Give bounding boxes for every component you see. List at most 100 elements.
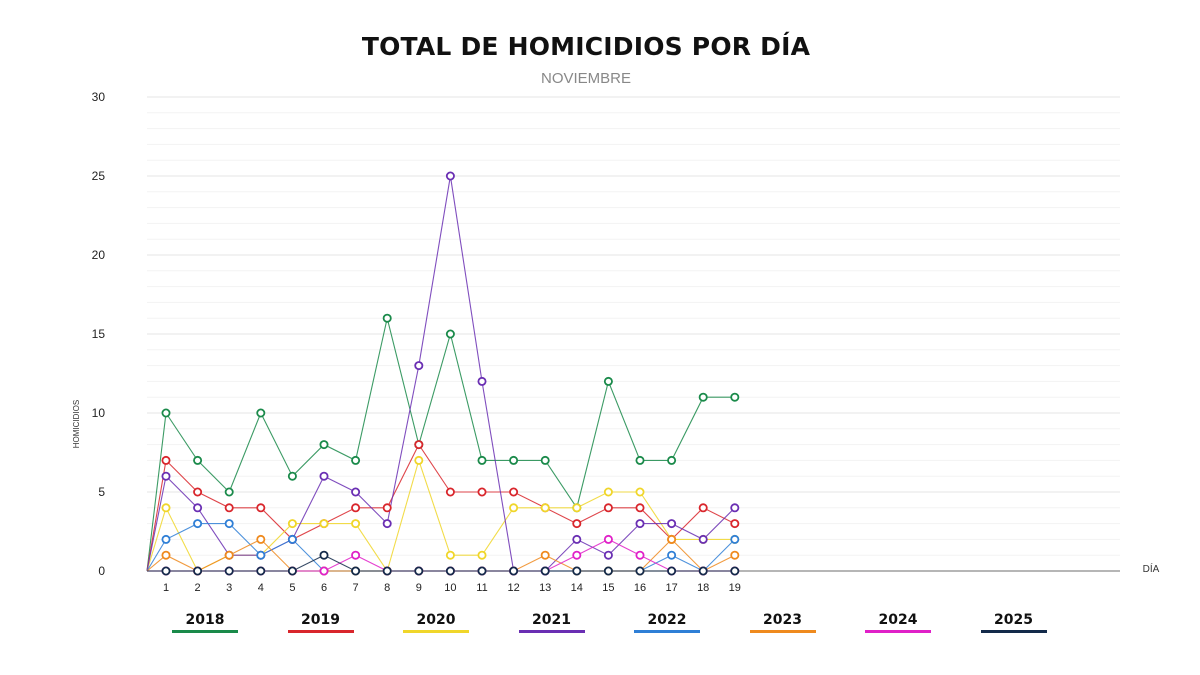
data-point-2018 xyxy=(256,408,266,418)
data-point-2019 xyxy=(445,487,455,497)
legend-swatch xyxy=(287,630,354,633)
data-point-2019 xyxy=(698,503,708,513)
data-point-2025 xyxy=(667,566,677,576)
data-point-2019 xyxy=(161,455,171,465)
y-tick-label: 10 xyxy=(92,406,106,420)
legend-swatch xyxy=(634,630,700,633)
y-tick-label: 15 xyxy=(92,327,106,341)
data-point-2020 xyxy=(445,550,455,560)
data-point-2024 xyxy=(635,550,645,560)
legend-label: 2022 xyxy=(647,612,687,628)
data-point-2020 xyxy=(319,519,329,529)
legend-item-2018: 2018 xyxy=(172,612,238,633)
data-point-2024 xyxy=(319,566,329,576)
data-point-2023 xyxy=(161,550,171,560)
data-point-2018 xyxy=(509,455,519,465)
data-point-2019 xyxy=(572,519,582,529)
data-point-2019 xyxy=(351,503,361,513)
data-point-2020 xyxy=(635,487,645,497)
data-point-2025 xyxy=(287,566,297,576)
x-tick-label: 15 xyxy=(602,582,614,594)
data-point-2022 xyxy=(256,550,266,560)
data-point-2021 xyxy=(667,519,677,529)
legend-label: 2020 xyxy=(416,612,456,628)
data-point-2023 xyxy=(540,550,550,560)
data-point-2022 xyxy=(287,534,297,544)
legend-item-2020: 2020 xyxy=(403,612,469,633)
y-tick-label: 25 xyxy=(92,169,106,183)
legend: 2018 2019 2020 2021 2022 2023 2024 2025 xyxy=(0,612,1200,642)
data-point-2018 xyxy=(445,329,455,339)
legend-swatch xyxy=(403,630,469,633)
series-line-2025 xyxy=(147,554,735,572)
data-point-2020 xyxy=(161,503,171,513)
y-tick-label: 0 xyxy=(98,564,105,578)
data-point-2020 xyxy=(351,519,361,529)
legend-item-2025: 2025 xyxy=(980,612,1047,633)
x-tick-label: 4 xyxy=(258,582,264,594)
data-point-2023 xyxy=(224,550,234,560)
data-point-2025 xyxy=(540,566,550,576)
grid-lines xyxy=(147,96,1120,556)
data-point-2022 xyxy=(224,519,234,529)
data-point-2018 xyxy=(161,408,171,418)
legend-swatch xyxy=(172,630,238,633)
x-tick-label: 6 xyxy=(321,582,327,594)
data-point-2018 xyxy=(224,487,234,497)
data-point-2021 xyxy=(698,534,708,544)
x-tick-label: 12 xyxy=(507,582,519,594)
data-point-2018 xyxy=(351,455,361,465)
x-tick-label: 10 xyxy=(444,582,456,594)
data-point-2025 xyxy=(319,550,329,560)
legend-swatch xyxy=(980,630,1047,633)
data-point-2019 xyxy=(477,487,487,497)
data-point-2022 xyxy=(193,519,203,529)
data-point-2024 xyxy=(603,534,613,544)
data-point-2024 xyxy=(351,550,361,560)
legend-swatch xyxy=(865,630,931,633)
data-point-2025 xyxy=(414,566,424,576)
data-point-2019 xyxy=(730,519,740,529)
series-markers-2022 xyxy=(161,519,740,576)
data-point-2025 xyxy=(509,566,519,576)
legend-item-2022: 2022 xyxy=(634,612,700,633)
data-point-2019 xyxy=(509,487,519,497)
data-point-2020 xyxy=(603,487,613,497)
data-point-2022 xyxy=(667,550,677,560)
x-tick-label: 18 xyxy=(697,582,709,594)
x-tick-label: 19 xyxy=(729,582,741,594)
chart-title: TOTAL DE HOMICIDIOS POR DÍA xyxy=(361,32,811,61)
data-point-2021 xyxy=(603,550,613,560)
data-point-2025 xyxy=(224,566,234,576)
data-point-2024 xyxy=(572,550,582,560)
data-point-2019 xyxy=(414,440,424,450)
x-axis-title: DÍA xyxy=(1143,562,1160,575)
data-point-2019 xyxy=(193,487,203,497)
data-point-2018 xyxy=(698,392,708,402)
y-axis-title: HOMICIDIOS xyxy=(72,400,81,448)
data-point-2019 xyxy=(256,503,266,513)
legend-item-2024: 2024 xyxy=(865,612,931,633)
data-point-2020 xyxy=(540,503,550,513)
data-point-2025 xyxy=(477,566,487,576)
data-point-2021 xyxy=(445,171,455,181)
series-layer xyxy=(146,171,740,576)
legend-label: 2023 xyxy=(763,612,802,628)
x-tick-label: 3 xyxy=(226,582,232,594)
x-tick-label: 16 xyxy=(634,582,646,594)
data-point-2025 xyxy=(193,566,203,576)
data-point-2018 xyxy=(667,455,677,465)
data-point-2025 xyxy=(161,566,171,576)
data-point-2018 xyxy=(603,376,613,386)
legend-item-2023: 2023 xyxy=(749,612,816,633)
data-point-2022 xyxy=(730,534,740,544)
y-tick-label: 30 xyxy=(92,90,106,104)
data-point-2020 xyxy=(287,519,297,529)
data-point-2018 xyxy=(540,455,550,465)
data-point-2021 xyxy=(572,534,582,544)
data-point-2021 xyxy=(382,519,392,529)
data-point-2019 xyxy=(224,503,234,513)
legend-swatch xyxy=(518,630,585,633)
data-point-2019 xyxy=(635,503,645,513)
series-2025 xyxy=(147,554,735,572)
